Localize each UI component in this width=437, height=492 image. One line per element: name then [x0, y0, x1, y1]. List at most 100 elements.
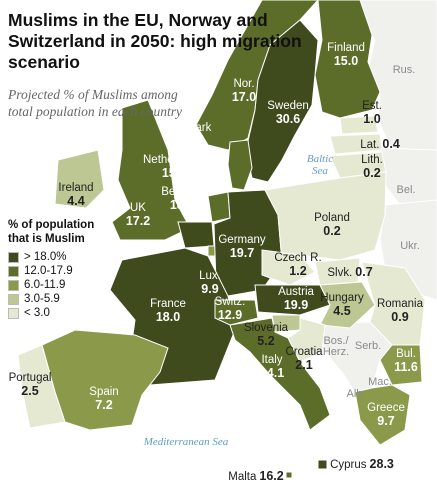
country-name: Lux. [199, 270, 221, 282]
legend-swatch [8, 279, 19, 291]
country-value: 11.6 [394, 360, 418, 374]
country-name: Slvk. [327, 267, 353, 279]
latvia-shape [329, 133, 383, 155]
country-name: Lat. [360, 139, 380, 151]
label-bulgaria: Bul. 11.6 [394, 348, 418, 374]
legend: % of population that is Muslim > 18.0% 1… [8, 218, 118, 320]
denmark-shape [227, 139, 253, 191]
legend-swatch [8, 307, 19, 319]
label-finland: Finland 15.0 [327, 42, 365, 68]
legend-label: 6.0-11.9 [24, 279, 66, 291]
label-mediterranean-sea: Mediterranean Sea [143, 436, 229, 448]
country-value: 28.3 [369, 457, 394, 471]
country-name: Romania [376, 298, 424, 310]
country-name: Portugal [8, 372, 52, 384]
label-albania: Alb. [346, 388, 366, 400]
legend-item: 3.0-5.9 [8, 292, 118, 306]
country-value: 16.2 [259, 469, 284, 483]
label-latvia: Lat. 0.4 [360, 138, 400, 152]
label-russia: Rus. [392, 64, 416, 76]
country-name: Malta [228, 471, 257, 483]
label-romania: Romania 0.9 [377, 298, 423, 324]
label-spain: Spain 7.2 [89, 386, 118, 412]
label-malta: Malta 16.2 [228, 470, 283, 484]
legend-swatch [8, 293, 19, 305]
label-czech: Czech R. 1.2 [274, 252, 321, 278]
country-name: UK [130, 202, 146, 214]
label-estonia: Est. 1.0 [362, 100, 382, 126]
switzerland-shape [214, 299, 259, 326]
country-value: 12.9 [217, 308, 243, 322]
label-slovenia: Slovenia 5.2 [244, 322, 288, 348]
country-value: 7.2 [95, 398, 113, 412]
finland-shape [314, 0, 381, 119]
ireland-shape [54, 149, 105, 209]
label-uk: UK 17.2 [126, 202, 150, 228]
country-name: Nor. [233, 78, 255, 90]
country-value: 14.1 [259, 366, 285, 380]
country-value: 19.9 [283, 298, 309, 312]
country-value: 19.7 [229, 246, 255, 260]
label-slovakia: Slvk. 0.7 [327, 266, 372, 280]
estonia-shape [339, 115, 379, 135]
label-austria: Austria 19.9 [278, 286, 314, 312]
label-lithuania: Lith. 0.2 [361, 154, 383, 180]
country-name: Germany [218, 234, 266, 246]
country-name: Austria [278, 286, 314, 298]
legend-item: 6.0-11.9 [8, 278, 118, 292]
label-croatia: Croatia 2.1 [285, 346, 322, 372]
country-name: Italy [261, 354, 283, 366]
label-belarus: Bel. [396, 184, 416, 196]
country-value: 15.2 [161, 166, 187, 180]
country-value: 0.2 [323, 224, 341, 238]
legend-item: < 3.0 [8, 306, 118, 320]
country-value: 2.5 [21, 384, 39, 398]
country-value: 30.6 [275, 112, 301, 126]
label-poland: Poland 0.2 [314, 212, 350, 238]
bulgaria-shape [379, 344, 423, 386]
netherlands-shape [207, 191, 231, 223]
uk-shape [111, 99, 191, 241]
country-name: France [150, 298, 186, 310]
sweden-shape [245, 19, 319, 183]
label-ukraine: Ukr. [400, 240, 420, 252]
country-value: 4.5 [333, 304, 351, 318]
legend-item: > 18.0% [8, 250, 118, 264]
legend-label: > 18.0% [24, 251, 67, 263]
country-value: 18.0 [155, 310, 181, 324]
label-italy: Italy 14.1 [260, 354, 284, 380]
country-name: Cyprus [330, 459, 367, 471]
label-norway: Nor. 17.0 [232, 78, 256, 104]
country-name: Est. [362, 100, 382, 112]
label-denmark: Denmark 16.0 [165, 122, 212, 148]
label-macedonia: Mac. [368, 376, 392, 388]
legend-swatch [8, 251, 19, 263]
italy-shape [229, 317, 331, 431]
map-subtitle: Projected % of Muslims among total popul… [8, 87, 182, 119]
legend-label: < 3.0 [24, 307, 50, 319]
country-value: 18.2 [169, 198, 195, 212]
country-name: Switz. [214, 296, 246, 308]
country-name: Bul. [396, 348, 416, 360]
label-france: France 18.0 [150, 298, 186, 324]
country-name: Poland [314, 212, 350, 224]
country-value: 2.1 [295, 358, 313, 372]
country-name: Lith. [361, 154, 383, 166]
map-title: Muslims in the EU, Norway and Switzerlan… [8, 10, 302, 72]
country-name: Sweden [267, 100, 309, 112]
label-portugal: Portugal 2.5 [9, 372, 52, 398]
country-value: 0.4 [382, 137, 400, 151]
country-name: Finland [327, 42, 365, 54]
country-name: Ireland [58, 182, 94, 194]
country-value: 4.4 [67, 194, 85, 208]
country-name: Netherlands [142, 154, 206, 166]
poland-shape [264, 171, 387, 263]
country-value: 0.2 [363, 166, 381, 180]
portugal-shape [17, 344, 66, 429]
country-value: 17.2 [125, 214, 151, 228]
legend-label: 3.0-5.9 [24, 293, 60, 305]
legend-item: 12.0-17.9 [8, 264, 118, 278]
country-name: Belgium [161, 186, 203, 198]
label-cyprus: Cyprus 28.3 [330, 458, 394, 472]
